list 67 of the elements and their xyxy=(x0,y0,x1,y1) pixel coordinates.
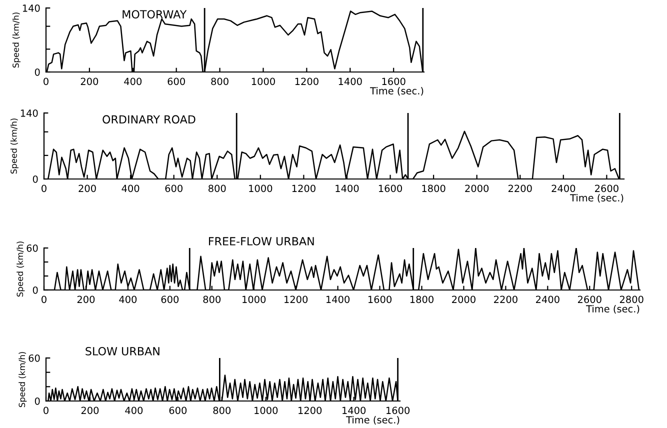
x-tick-label: 2600 xyxy=(578,296,602,304)
x-axis-title: Time (sec.) xyxy=(586,304,640,314)
y-tick-label: 60 xyxy=(28,354,40,362)
x-tick-label: 0 xyxy=(42,296,46,304)
y-axis-title: Speed (km/h) xyxy=(12,12,20,68)
x-tick-label: 1200 xyxy=(284,296,308,304)
x-axis-title: Time (sec.) xyxy=(370,86,424,96)
x-tick-label: 1600 xyxy=(368,296,392,304)
y-axis-title: Speed (km/h) xyxy=(18,352,27,408)
x-tick-label: 1400 xyxy=(336,184,359,192)
x-axis-title: Time (sec.) xyxy=(346,416,400,425)
x-tick-label: 200 xyxy=(81,406,99,414)
x-tick-label: 0 xyxy=(42,184,46,192)
x-tick-label: 1000 xyxy=(254,406,278,414)
x-tick-label: 400 xyxy=(124,78,142,86)
x-tick-label: 0 xyxy=(44,78,48,86)
x-tick-label: 1600 xyxy=(382,78,406,86)
x-tick-label: 800 xyxy=(208,184,226,192)
x-tick-label: 600 xyxy=(168,78,185,86)
x-tick-label: 1600 xyxy=(378,184,402,192)
x-tick-label: 600 xyxy=(165,184,182,192)
x-tick-label: 1200 xyxy=(298,406,322,414)
x-tick-label: 400 xyxy=(122,184,140,192)
x-tick-label: 2600 xyxy=(595,184,618,192)
x-tick-label: 600 xyxy=(169,406,187,414)
x-tick-label: 800 xyxy=(203,296,221,304)
x-tick-label: 1400 xyxy=(342,406,366,414)
y-tick-label: 0 xyxy=(32,286,38,294)
x-tick-label: 2800 xyxy=(620,296,644,304)
x-tick-label: 0 xyxy=(44,406,48,414)
x-tick-label: 2400 xyxy=(536,296,560,304)
y-tick-label: 0 xyxy=(32,175,38,183)
x-tick-label: 1800 xyxy=(422,184,446,192)
y-axis-title: Speed (km/h) xyxy=(16,242,25,297)
x-tick-label: 2200 xyxy=(508,184,532,192)
y-axis-title: Speed (km/h) xyxy=(10,118,18,174)
x-tick-label: 1000 xyxy=(249,184,272,192)
x-tick-label: 400 xyxy=(119,296,137,304)
x-tick-label: 800 xyxy=(211,78,228,86)
x-tick-label: 2000 xyxy=(452,296,476,304)
x-tick-label: 1400 xyxy=(326,296,350,304)
y-tick-label: 0 xyxy=(34,68,40,76)
x-tick-label: 1200 xyxy=(292,184,316,192)
chart-title: SLOW URBAN xyxy=(86,347,160,356)
x-tick-label: 200 xyxy=(80,78,98,86)
y-tick-label: 60 xyxy=(26,244,38,252)
chart-title: MOTORWAY xyxy=(122,10,187,19)
y-tick-label: 0 xyxy=(34,397,40,405)
x-tick-label: 600 xyxy=(161,296,179,304)
x-tick-label: 1000 xyxy=(242,296,266,304)
y-tick-label: 140 xyxy=(22,4,40,12)
x-tick-label: 1200 xyxy=(295,78,318,86)
x-tick-label: 2200 xyxy=(494,296,518,304)
x-tick-label: 400 xyxy=(125,406,143,414)
chart-title: FREE-FLOW URBAN xyxy=(208,237,314,246)
x-tick-label: 1400 xyxy=(338,78,362,86)
x-tick-label: 1800 xyxy=(410,296,434,304)
x-axis-title: Time (sec.) xyxy=(570,194,624,203)
x-tick-label: 2000 xyxy=(465,184,489,192)
x-tick-label: 1000 xyxy=(252,78,275,86)
chart-title: ORDINARY ROAD xyxy=(102,115,196,124)
y-tick-label: 140 xyxy=(20,109,38,117)
x-tick-label: 200 xyxy=(77,296,95,304)
x-tick-label: 800 xyxy=(213,406,231,414)
x-tick-label: 2400 xyxy=(552,184,576,192)
x-tick-label: 200 xyxy=(78,184,96,192)
x-tick-label: 1600 xyxy=(386,406,410,414)
